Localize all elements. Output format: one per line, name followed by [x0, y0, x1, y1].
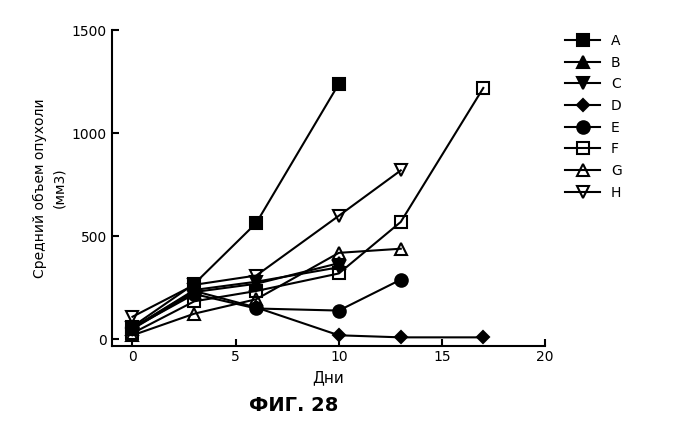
Line: A: A	[127, 78, 345, 332]
H	[190, 282, 199, 287]
D	[129, 325, 137, 330]
G	[190, 311, 199, 316]
Line: B: B	[127, 257, 345, 335]
Line: H: H	[127, 165, 406, 322]
E	[396, 277, 405, 282]
Line: C: C	[127, 262, 345, 334]
B	[252, 281, 261, 286]
F	[396, 219, 405, 225]
A	[190, 281, 199, 286]
F	[252, 289, 261, 294]
Legend: A, B, C, D, E, F, G, H: A, B, C, D, E, F, G, H	[565, 34, 621, 200]
A	[129, 324, 137, 329]
E	[129, 325, 137, 330]
C	[190, 287, 199, 292]
F	[190, 299, 199, 304]
B	[335, 260, 343, 266]
H	[129, 314, 137, 319]
A	[335, 81, 343, 86]
D	[479, 335, 487, 340]
E	[252, 306, 261, 311]
B	[129, 327, 137, 332]
H	[252, 273, 261, 278]
Line: E: E	[127, 273, 407, 334]
D	[252, 305, 261, 310]
D	[190, 289, 199, 294]
H	[396, 168, 405, 173]
Line: G: G	[127, 243, 406, 341]
F	[479, 86, 487, 91]
A	[252, 220, 261, 226]
Y-axis label: Средний объем опухоли
(мм3): Средний объем опухоли (мм3)	[33, 98, 66, 278]
D	[335, 333, 343, 338]
C	[252, 279, 261, 284]
X-axis label: Дни: Дни	[312, 370, 345, 385]
F	[129, 330, 137, 336]
G	[335, 250, 343, 255]
E	[335, 308, 343, 313]
Line: D: D	[129, 287, 487, 342]
C	[335, 265, 343, 270]
C	[129, 325, 137, 330]
G	[252, 297, 261, 302]
D	[396, 335, 405, 340]
H	[335, 213, 343, 218]
E	[190, 292, 199, 297]
F	[335, 271, 343, 276]
Text: ФИГ. 28: ФИГ. 28	[249, 396, 338, 415]
G	[129, 333, 137, 338]
Line: F: F	[127, 83, 489, 339]
G	[396, 246, 405, 251]
B	[190, 289, 199, 295]
